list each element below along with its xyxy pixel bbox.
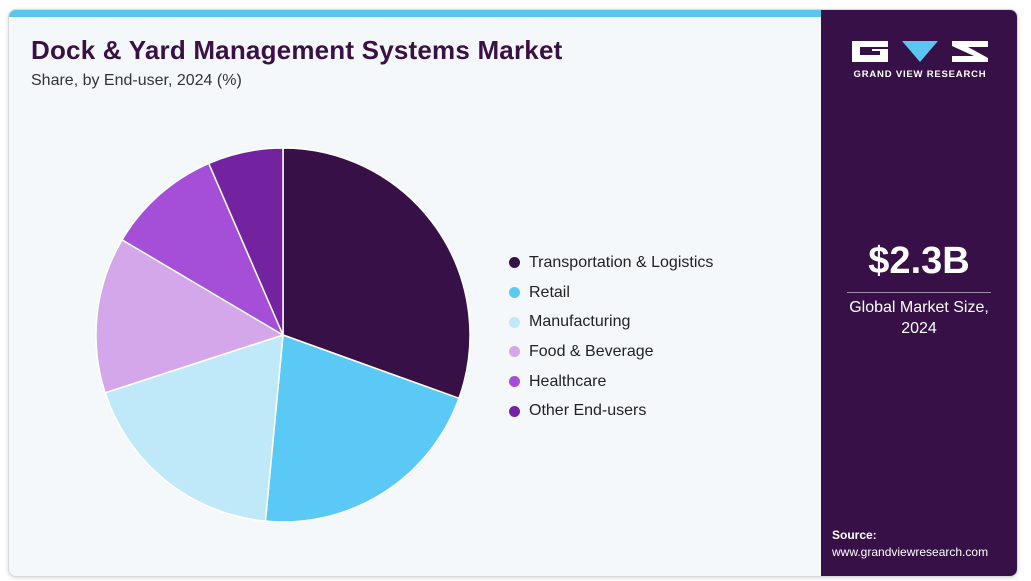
- pie-chart: [95, 147, 471, 523]
- legend-label: Other End-users: [529, 402, 647, 420]
- legend-item: Transportation & Logistics: [509, 248, 713, 278]
- chart-panel: Dock & Yard Management Systems Market Sh…: [9, 10, 821, 576]
- pie-slice-healthcare: [121, 162, 285, 337]
- legend-swatch: [509, 376, 520, 388]
- chart-subtitle: Share, by End-user, 2024 (%): [31, 72, 242, 89]
- market-size-label: Global Market Size, 2024: [849, 299, 989, 337]
- market-size-value: $2.3B: [868, 240, 970, 282]
- chart-card: Dock & Yard Management Systems Market Sh…: [8, 9, 1018, 577]
- brand-logo: GRAND VIEW RESEARCH: [850, 36, 990, 80]
- pie-slice-retail: [264, 333, 460, 523]
- legend-item: Healthcare: [509, 367, 713, 397]
- gvr-logo-icon: [852, 41, 988, 62]
- legend-swatch: [509, 405, 520, 417]
- legend-swatch: [509, 316, 520, 328]
- sidebar-panel: GRAND VIEW RESEARCH $2.3B Global Market …: [821, 10, 1017, 576]
- legend-label: Retail: [529, 283, 570, 301]
- legend-label: Manufacturing: [529, 313, 631, 331]
- accent-bar: [9, 10, 821, 17]
- chart-legend: Transportation & Logistics Retail Manufact…: [509, 248, 713, 426]
- legend-swatch: [509, 346, 520, 358]
- legend-label: Transportation & Logistics: [529, 253, 714, 271]
- legend-swatch: [509, 287, 520, 299]
- legend-item: Manufacturing: [509, 307, 713, 337]
- source-label: Source:: [832, 528, 877, 542]
- logo-text: GRAND VIEW RESEARCH: [853, 69, 987, 80]
- chart-title: Dock & Yard Management Systems Market: [31, 35, 563, 65]
- legend-item: Retail: [509, 278, 713, 308]
- pie-slice-food-beverage: [95, 238, 285, 394]
- legend-swatch: [509, 257, 520, 269]
- divider: [847, 292, 991, 293]
- legend-label: Healthcare: [529, 372, 607, 390]
- legend-item: Other End-users: [509, 396, 713, 426]
- pie-slice-transportation-logistics: [282, 147, 471, 400]
- pie-slice-manufacturing: [104, 333, 284, 522]
- legend-item: Food & Beverage: [509, 337, 713, 367]
- source-link[interactable]: www.grandviewresearch.com: [832, 545, 989, 559]
- pie-slice-other-end-users: [207, 147, 284, 336]
- legend-label: Food & Beverage: [529, 342, 654, 360]
